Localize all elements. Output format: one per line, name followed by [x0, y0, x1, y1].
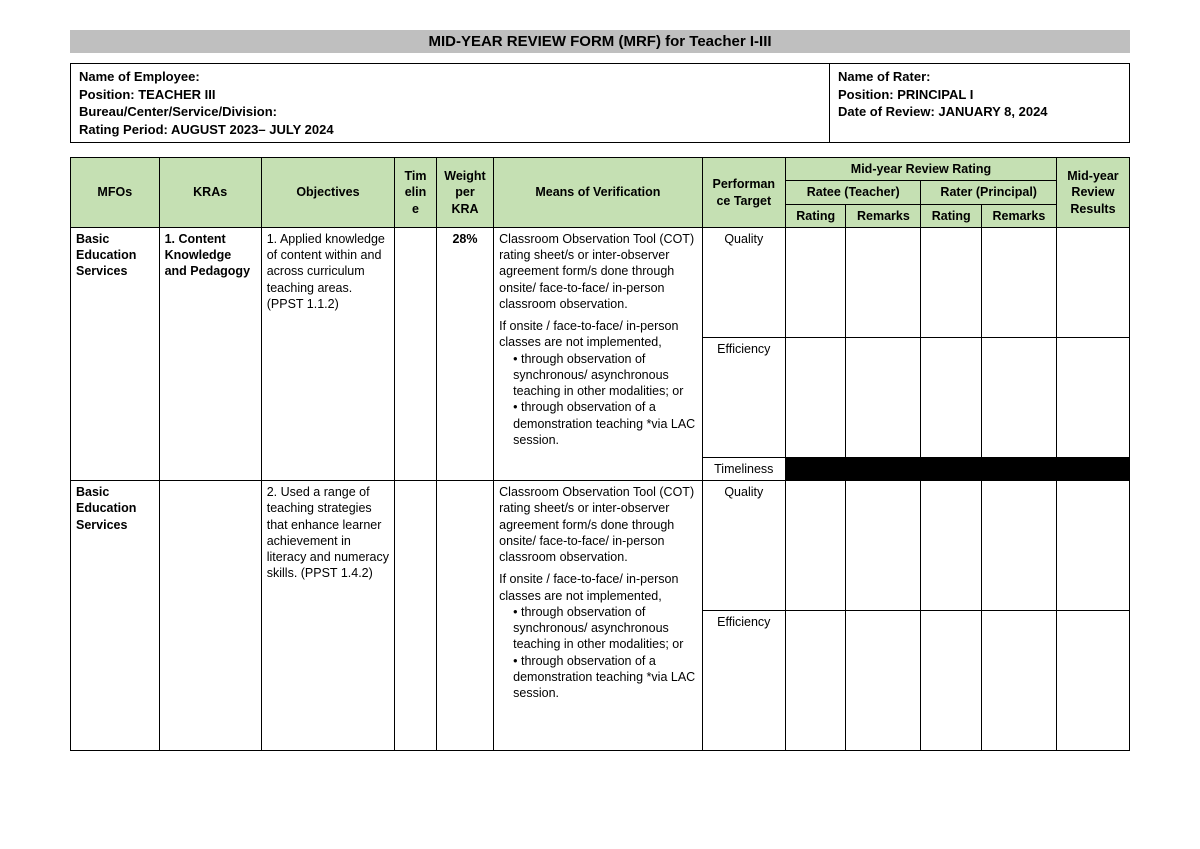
hdr-mov: Means of Verification: [494, 158, 702, 228]
rater-position-value: PRINCIPAL I: [897, 87, 973, 102]
period-label: Rating Period:: [79, 122, 171, 137]
hdr-objectives: Objectives: [261, 158, 394, 228]
cell-timeline: [395, 227, 437, 480]
cell-weight: 28%: [436, 227, 493, 480]
mov-bullet: through observation of synchronous/ asyn…: [513, 351, 696, 400]
cell: [846, 481, 921, 611]
cell-rater-rating: [921, 227, 981, 337]
cell-results: [1056, 227, 1129, 337]
hdr-midyear-rating: Mid-year Review Rating: [785, 158, 1056, 181]
cell: [981, 481, 1056, 611]
period-value: AUGUST 2023– JULY 2024: [171, 122, 334, 137]
cell: [921, 337, 981, 457]
cell-perf-target: Quality: [702, 481, 785, 611]
cell: [1056, 337, 1129, 457]
mov-para-2: If onsite / face-to-face/ in-person clas…: [499, 571, 696, 604]
cell-perf-target: Quality: [702, 227, 785, 337]
cell-objective: 2. Used a range of teaching strategies t…: [261, 481, 394, 751]
cell-ratee-remarks: [846, 227, 921, 337]
cell-mfo: Basic Education Services: [71, 227, 160, 480]
cell: [981, 337, 1056, 457]
hdr-results: Mid-year Review Results: [1056, 158, 1129, 228]
cell: [921, 481, 981, 611]
cell-mfo: Basic Education Services: [71, 481, 160, 751]
cell-mov: Classroom Observation Tool (COT) rating …: [494, 481, 702, 751]
info-header: Name of Employee: Position: TEACHER III …: [70, 63, 1130, 143]
cell-objective: 1. Applied knowledge of content within a…: [261, 227, 394, 480]
review-date-value: JANUARY 8, 2024: [938, 104, 1047, 119]
cell-rater-remarks: [981, 227, 1056, 337]
mov-bullet: through observation of a demonstration t…: [513, 399, 696, 448]
info-left-box: Name of Employee: Position: TEACHER III …: [70, 63, 830, 143]
mov-para-2: If onsite / face-to-face/ in-person clas…: [499, 318, 696, 351]
hdr-kras: KRAs: [159, 158, 261, 228]
info-right-box: Name of Rater: Position: PRINCIPAL I Dat…: [830, 63, 1130, 143]
cell: [846, 337, 921, 457]
hdr-ratee: Ratee (Teacher): [785, 181, 920, 204]
cell: [921, 611, 981, 751]
hdr-perf-target: Performan ce Target: [702, 158, 785, 228]
cell-perf-target: Efficiency: [702, 611, 785, 751]
position-label: Position:: [79, 87, 138, 102]
hdr-rater-rating: Rating: [921, 204, 981, 227]
mov-para-1: Classroom Observation Tool (COT) rating …: [499, 231, 696, 312]
mov-bullet: through observation of a demonstration t…: [513, 653, 696, 702]
cell-ratee-rating: [785, 227, 845, 337]
mov-bullet: through observation of synchronous/ asyn…: [513, 604, 696, 653]
hdr-ratee-rating: Rating: [785, 204, 845, 227]
cell: [1056, 481, 1129, 611]
form-title: MID-YEAR REVIEW FORM (MRF) for Teacher I…: [70, 30, 1130, 53]
hdr-timeline: Tim elin e: [395, 158, 437, 228]
cell-mov: Classroom Observation Tool (COT) rating …: [494, 227, 702, 480]
cell: [1056, 611, 1129, 751]
rater-position-label: Position:: [838, 87, 897, 102]
cell: [785, 481, 845, 611]
division-label: Bureau/Center/Service/Division:: [79, 104, 277, 119]
cell-weight: [436, 481, 493, 751]
cell: [981, 611, 1056, 751]
cell: [785, 611, 845, 751]
cell: [785, 337, 845, 457]
hdr-weight: Weight per KRA: [436, 158, 493, 228]
cell-timeline: [395, 481, 437, 751]
cell: [846, 611, 921, 751]
hdr-ratee-remarks: Remarks: [846, 204, 921, 227]
table-row: Basic Education Services 2. Used a range…: [71, 481, 1130, 611]
review-table: MFOs KRAs Objectives Tim elin e Weight p…: [70, 157, 1130, 751]
rater-name-label: Name of Rater:: [838, 69, 930, 84]
review-date-label: Date of Review:: [838, 104, 938, 119]
hdr-mfos: MFOs: [71, 158, 160, 228]
cell-blackfill: [785, 457, 1129, 480]
table-row: Basic Education Services 1. Content Know…: [71, 227, 1130, 337]
cell-kra: [159, 481, 261, 751]
mov-para-1: Classroom Observation Tool (COT) rating …: [499, 484, 696, 565]
cell-perf-target: Timeliness: [702, 457, 785, 480]
emp-name-label: Name of Employee:: [79, 69, 200, 84]
hdr-rater-remarks: Remarks: [981, 204, 1056, 227]
cell-perf-target: Efficiency: [702, 337, 785, 457]
hdr-rater: Rater (Principal): [921, 181, 1057, 204]
cell-kra: 1. Content Knowledge and Pedagogy: [159, 227, 261, 480]
position-value: TEACHER III: [138, 87, 215, 102]
